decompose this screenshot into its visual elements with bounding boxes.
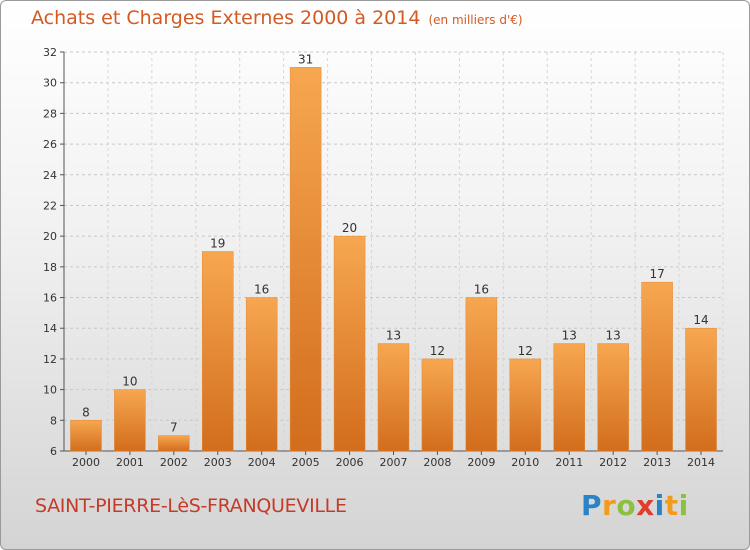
value-label: 19: [210, 237, 225, 251]
labels: 8 2000 10 2001 7 2002 19 2003 16 2004 31 2005 20 2006…: [72, 52, 715, 469]
value-label: 10: [122, 375, 137, 389]
x-tick-label: 2001: [116, 456, 144, 469]
y-tick-label: 26: [43, 138, 57, 151]
y-tick-label: 16: [43, 292, 57, 305]
chart-title-block: Achats et Charges Externes 2000 à 2014 (e…: [31, 7, 523, 29]
y-tick-label: 32: [43, 46, 57, 59]
logo-letter: x: [636, 489, 655, 522]
x-tick-label: 2011: [555, 456, 583, 469]
bar-2004: [245, 297, 278, 452]
logo-letter: i: [678, 489, 689, 522]
bar-2000: [70, 420, 102, 452]
value-label: 12: [518, 344, 533, 358]
logo-letter: o: [616, 489, 637, 522]
value-label: 7: [170, 421, 178, 435]
grid: [63, 51, 724, 452]
bar-2010: [509, 358, 542, 452]
y-tick-label: 10: [43, 384, 57, 397]
bar-2006: [333, 235, 366, 452]
bar-2002: [158, 435, 190, 452]
y-tick-label: 24: [43, 169, 57, 182]
y-tick-label: 8: [50, 414, 57, 427]
x-tick-label: 2006: [336, 456, 364, 469]
x-tick-label: 2014: [687, 456, 715, 469]
bar-2008: [421, 358, 454, 452]
value-label: 13: [562, 329, 577, 343]
value-label: 17: [649, 267, 664, 281]
bars: [70, 67, 717, 452]
y-tick-label: 22: [43, 199, 57, 212]
town-name: SAINT-PIERRE-LèS-FRANQUEVILLE: [35, 495, 347, 517]
value-label: 16: [474, 283, 489, 297]
x-tick-label: 2008: [423, 456, 451, 469]
value-label: 8: [82, 405, 90, 419]
value-label: 16: [254, 283, 269, 297]
bar-2003: [202, 251, 234, 452]
x-tick-label: 2003: [204, 456, 232, 469]
bar-2011: [553, 343, 585, 452]
y-tick-label: 20: [43, 230, 57, 243]
value-label: 13: [606, 329, 621, 343]
value-label: 31: [298, 52, 313, 66]
x-tick-label: 2012: [599, 456, 627, 469]
y-tick-label: 18: [43, 261, 57, 274]
x-tick-label: 2005: [292, 456, 320, 469]
bar-2013: [641, 281, 673, 452]
bar-2009: [465, 297, 498, 452]
x-tick-label: 2002: [160, 456, 188, 469]
logo-letter: r: [602, 489, 617, 522]
x-tick-label: 2000: [72, 456, 100, 469]
x-tick-label: 2004: [248, 456, 276, 469]
y-tick-label: 30: [43, 77, 57, 90]
chart-subtitle: (en milliers d'€): [428, 13, 523, 27]
bar-2005: [289, 67, 322, 452]
proxiti-logo[interactable]: Proxiti: [581, 489, 689, 522]
value-label: 14: [693, 313, 708, 327]
chart-title: Achats et Charges Externes 2000 à 2014: [31, 7, 421, 29]
bar-2014: [685, 327, 717, 452]
bar-2001: [114, 389, 146, 452]
y-tick-label: 6: [50, 445, 57, 458]
y-tick-label: 12: [43, 353, 57, 366]
bar-2007: [377, 343, 410, 452]
logo-letter: i: [654, 489, 665, 522]
y-tick-label: 28: [43, 107, 57, 120]
value-label: 12: [430, 344, 445, 358]
x-tick-label: 2010: [511, 456, 539, 469]
x-tick-label: 2013: [643, 456, 671, 469]
y-tick-label: 14: [43, 322, 57, 335]
logo-letter: t: [664, 489, 679, 522]
x-tick-label: 2007: [380, 456, 408, 469]
value-label: 20: [342, 221, 357, 235]
value-label: 13: [386, 329, 401, 343]
logo-letter: P: [581, 489, 603, 522]
bar-2012: [597, 343, 629, 452]
x-tick-label: 2009: [467, 456, 495, 469]
